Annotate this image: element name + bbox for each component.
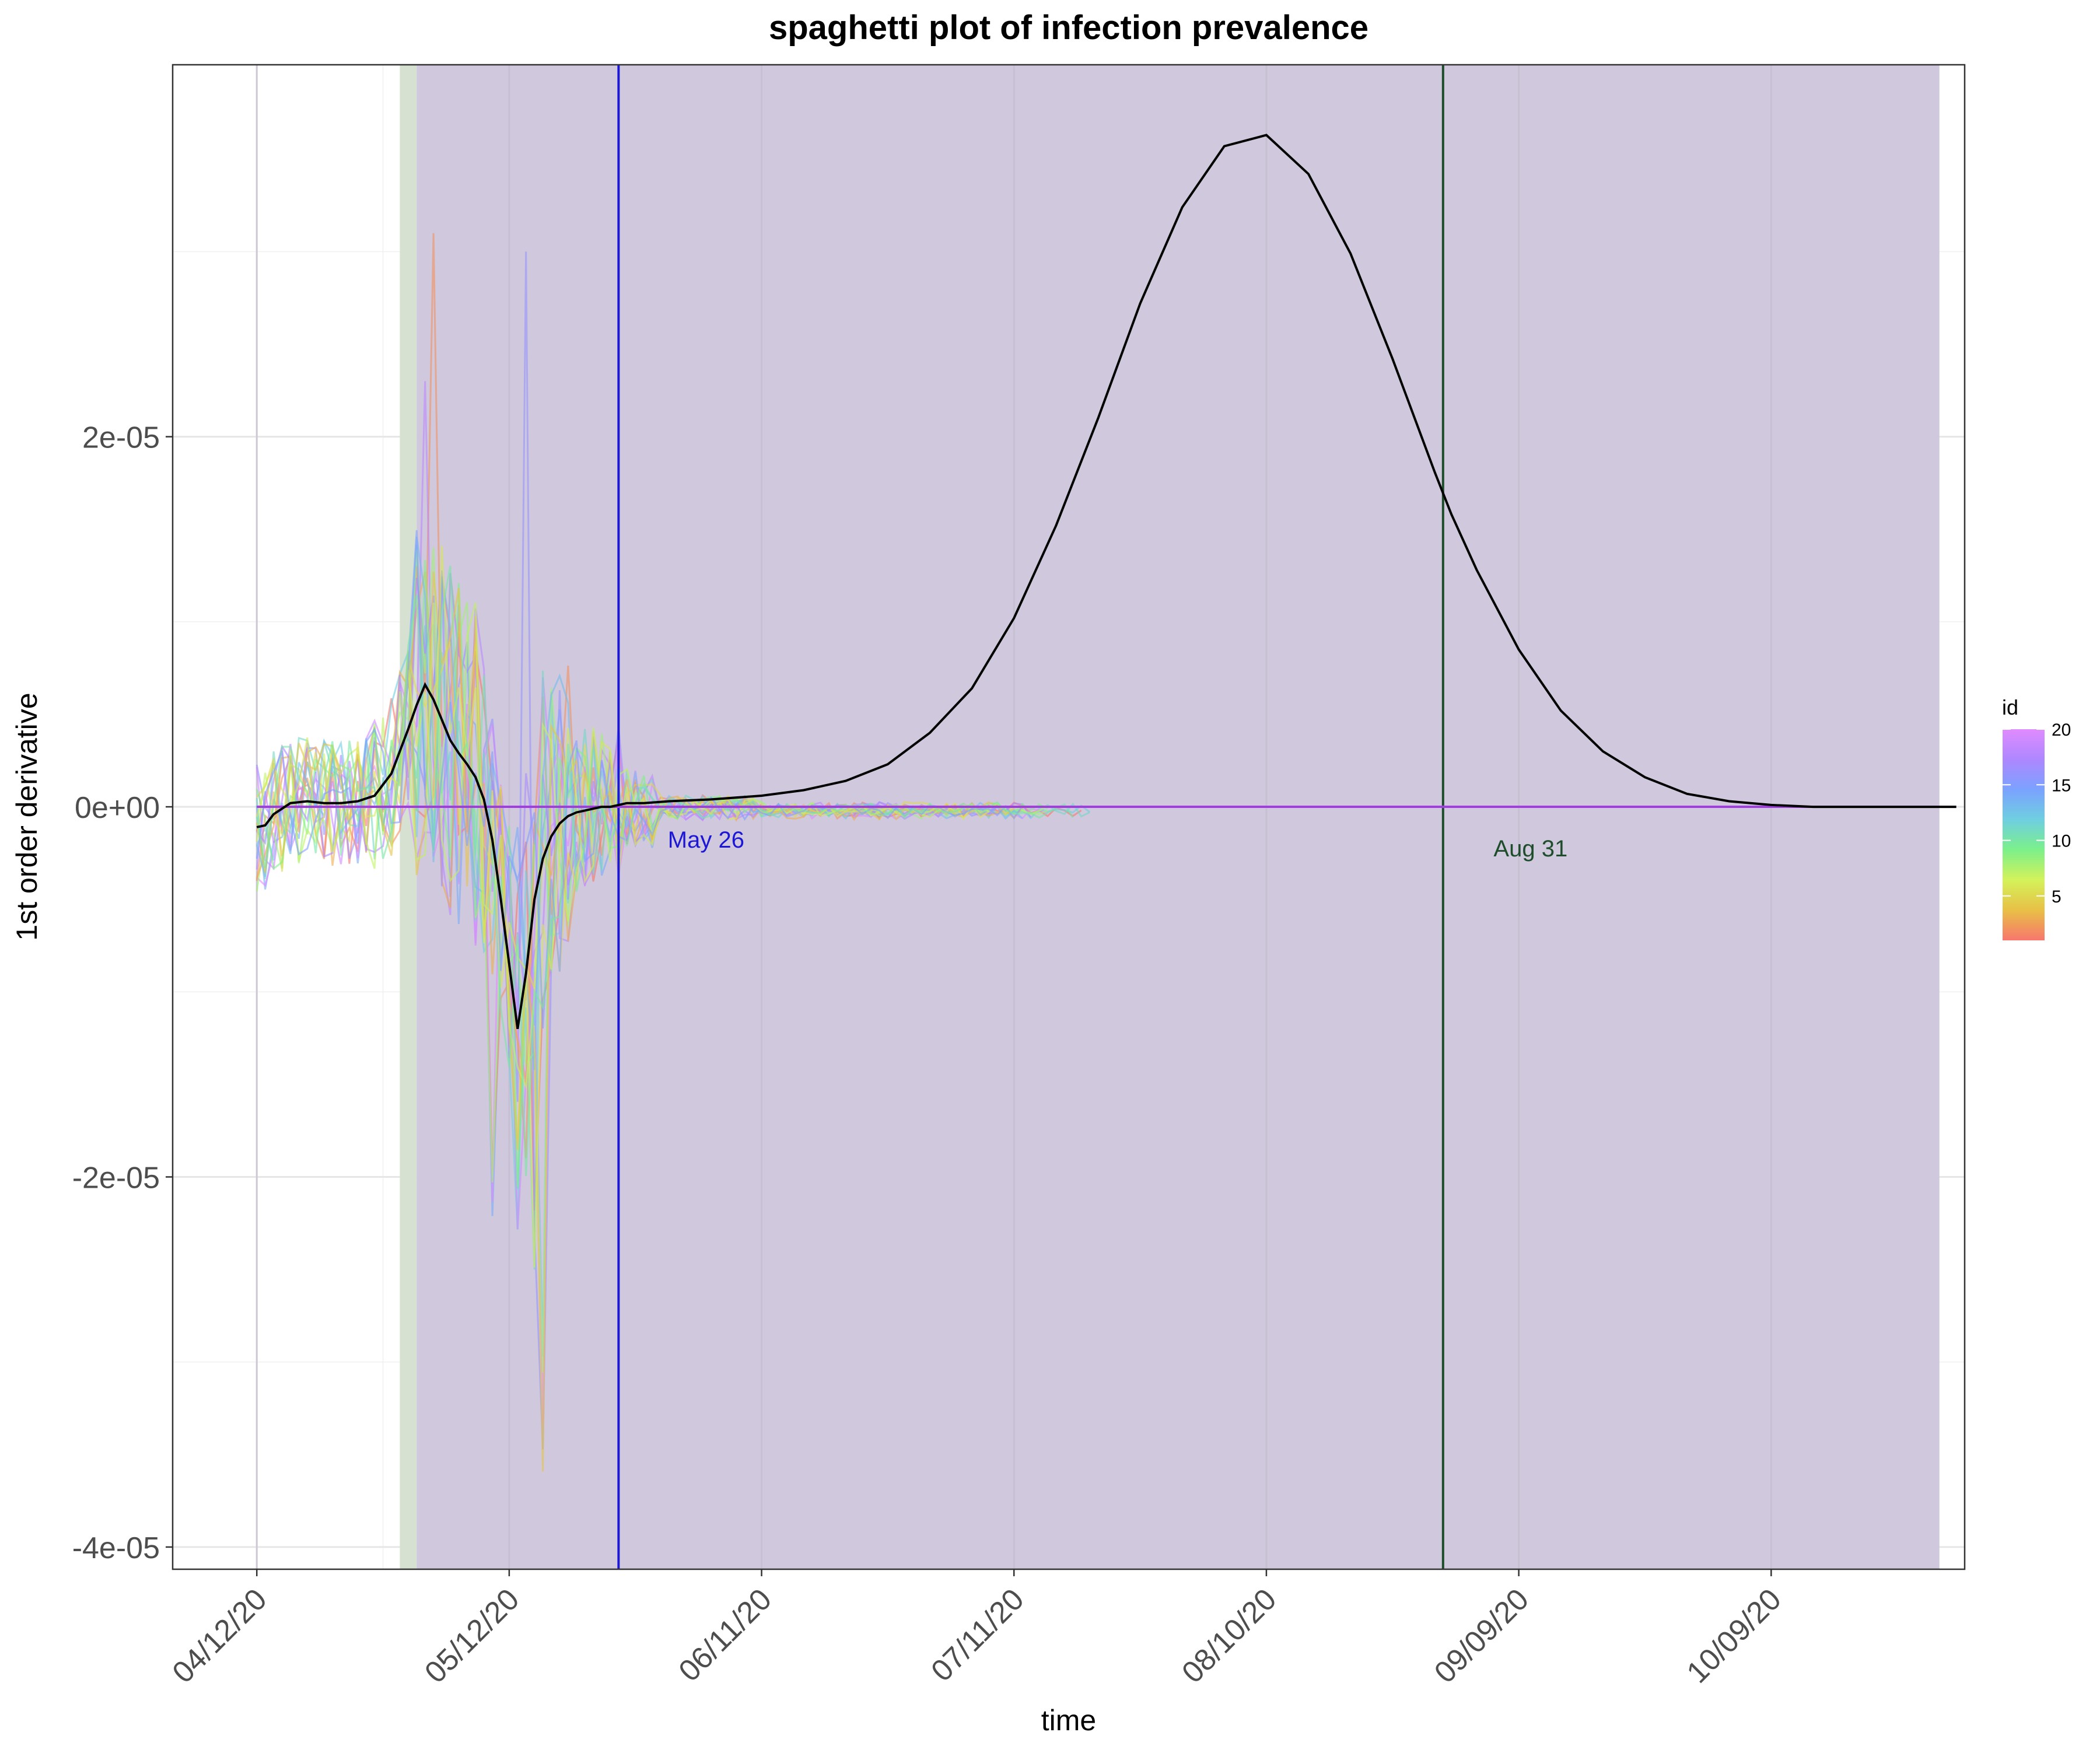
- x-tick-label: 10/09/20: [1681, 1582, 1788, 1689]
- vertical-markers: May 26 Aug 31: [617, 65, 1567, 1569]
- x-tick-label: 06/11/20: [673, 1582, 778, 1688]
- plot-border: [172, 64, 1966, 1570]
- y-tick-label: -2e-05: [72, 1161, 160, 1195]
- legend-label: 10: [2052, 832, 2071, 851]
- legend-label: 5: [2052, 887, 2062, 907]
- legend-colorbar: [2003, 729, 2045, 940]
- series-line-id-15: [256, 530, 1023, 1028]
- vline-label-1: May 26: [668, 827, 744, 853]
- x-axis-title: time: [1041, 1704, 1096, 1737]
- legend-label: 20: [2052, 720, 2071, 740]
- legend-title: id: [2002, 695, 2018, 719]
- legend-label: 15: [2052, 776, 2071, 795]
- shaded-regions: [256, 65, 1940, 1569]
- series-line-id-10: [256, 565, 1074, 1177]
- x-tick-label: 07/11/20: [925, 1582, 1030, 1688]
- x-tick-label: 09/09/20: [1428, 1582, 1535, 1689]
- y-axis: -4e-05 -2e-05 0e+00 2e-05: [72, 421, 173, 1565]
- y-tick-label: 0e+00: [75, 791, 160, 825]
- y-axis-title: 1st order derivative: [10, 692, 43, 940]
- mean-curve-group: [256, 134, 1957, 1029]
- y-tick-label: 2e-05: [82, 421, 160, 455]
- y-tick-label: -4e-05: [72, 1531, 160, 1565]
- x-axis: 04/12/20 05/12/20 06/11/20 07/11/20 08/10/20…: [166, 1569, 1788, 1690]
- vline-label-2: Aug 31: [1493, 836, 1567, 862]
- chart-title: spaghetti plot of infection prevalence: [769, 9, 1368, 47]
- mean-curve: [256, 134, 1957, 1029]
- x-tick-label: 08/10/20: [1175, 1582, 1283, 1689]
- legend: id 20 15 10 5: [2002, 695, 2071, 940]
- x-tick-label: 04/12/20: [166, 1582, 274, 1689]
- x-tick-label: 05/12/20: [418, 1582, 526, 1689]
